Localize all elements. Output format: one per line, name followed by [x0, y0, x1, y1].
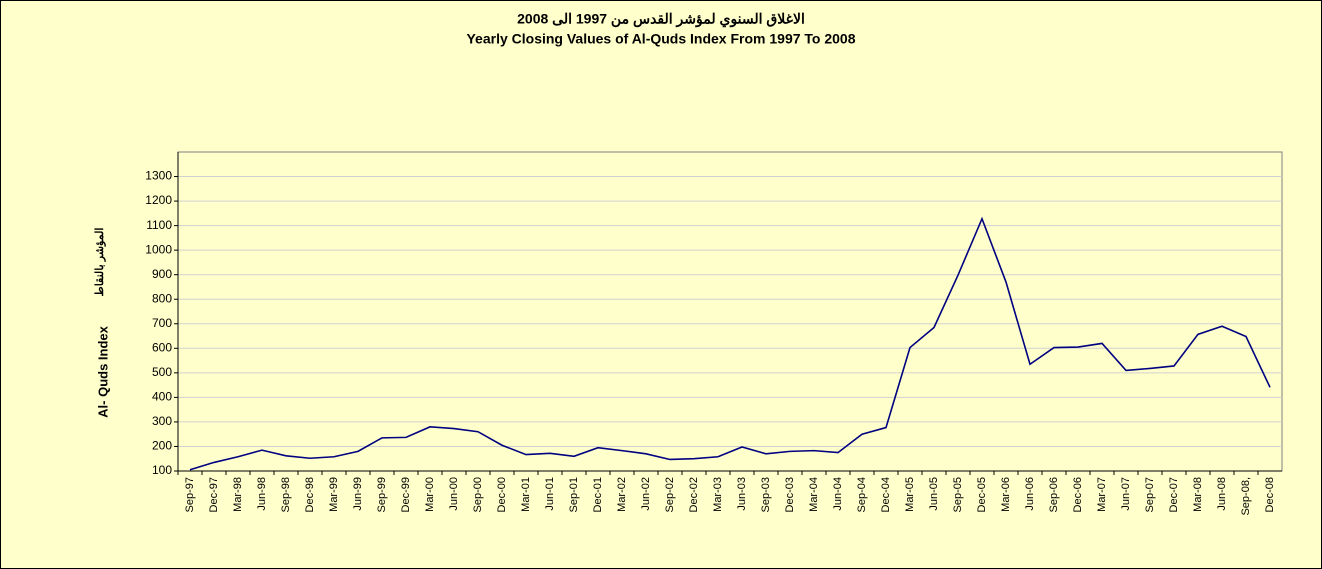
plot-area: [177, 151, 1283, 472]
y-tick-label: 1000: [145, 242, 172, 256]
chart-title: الاغلاق السنوي لمؤشر القدس من 1997 الى 2…: [517, 11, 805, 28]
y-tick-label: 200: [152, 439, 172, 453]
x-tick-label: Jun-99: [352, 477, 364, 511]
y-tick-label: 800: [152, 291, 172, 305]
x-tick-label: Sep-98: [280, 477, 292, 512]
x-tick-label: Dec-00: [496, 477, 508, 512]
x-tick-label: Sep-99: [376, 477, 388, 512]
x-tick-label: Jun-03: [736, 477, 748, 511]
x-tick-label: Dec-06: [1072, 477, 1084, 512]
x-tick-label: Mar-02: [616, 477, 628, 512]
x-tick-label: Dec-99: [400, 477, 412, 512]
x-tick-label: Dec-05: [976, 477, 988, 512]
x-tick-label: Dec-07: [1168, 477, 1180, 512]
x-tick-label: Sep-08,: [1240, 477, 1252, 516]
y-tick-label: 1200: [145, 193, 172, 207]
y-tick-label: 600: [152, 340, 172, 354]
x-tick-label: Sep-01: [568, 477, 580, 512]
x-tick-label: Jun-01: [544, 477, 556, 511]
y-tick-label: 500: [152, 365, 172, 379]
x-tick-label: Mar-08: [1192, 477, 1204, 512]
chart-subtitle: Yearly Closing Values of Al-Quds Index F…: [466, 31, 855, 47]
x-tick-label: Jun-02: [640, 477, 652, 511]
x-tick-label: Sep-97: [184, 477, 196, 512]
x-tick-label: Dec-01: [592, 477, 604, 512]
x-tick-label: Jun-04: [832, 477, 844, 511]
x-tick-label: Sep-04: [856, 477, 868, 512]
series-line: [189, 216, 1271, 471]
y-tick-label: 100: [152, 463, 172, 477]
x-tick-label: Jun-07: [1120, 477, 1132, 511]
x-tick-label: Mar-03: [712, 477, 724, 512]
x-tick-label: Mar-01: [520, 477, 532, 512]
x-tick-label: Sep-06: [1048, 477, 1060, 512]
x-tick-label: Jun-05: [928, 477, 940, 511]
y-axis-label: Al- Quds Index: [95, 325, 110, 418]
y-tick-label: 900: [152, 267, 172, 281]
x-tick-label: Mar-04: [808, 477, 820, 512]
x-tick-label: Dec-02: [688, 477, 700, 512]
x-tick-label: Sep-02: [664, 477, 676, 512]
x-tick-label: Dec-03: [784, 477, 796, 512]
x-tick-label: Dec-08: [1264, 477, 1276, 512]
x-tick-label: Sep-03: [760, 477, 772, 512]
y-tick-label: 300: [152, 414, 172, 428]
x-tick-label: Mar-99: [328, 477, 340, 512]
x-tick-label: Jun-08: [1216, 477, 1228, 511]
y-axis-label-ar: المؤشر بالنقاط: [94, 228, 106, 297]
x-tick-label: Jun-98: [256, 477, 268, 511]
x-tick-label: Mar-00: [424, 477, 436, 512]
x-tick-label: Dec-97: [208, 477, 220, 512]
y-axis-title: Al- Quds Index المؤشر بالنقاط: [94, 228, 111, 418]
x-tick-label: Sep-07: [1144, 477, 1156, 512]
x-tick-label: Mar-07: [1096, 477, 1108, 512]
x-tick-label: Sep-00: [472, 477, 484, 512]
y-tick-label: 1300: [145, 169, 172, 183]
x-tick-label: Mar-06: [1000, 477, 1012, 512]
y-tick-label: 400: [152, 390, 172, 404]
x-tick-label: Mar-98: [232, 477, 244, 512]
y-tick-label: 700: [152, 316, 172, 330]
y-tick-label: 1100: [146, 218, 172, 232]
x-tick-label: Jun-06: [1024, 477, 1036, 511]
x-tick-label: Sep-05: [952, 477, 964, 512]
x-tick-label: Dec-98: [304, 477, 316, 512]
x-tick-label: Mar-05: [904, 477, 916, 512]
x-tick-label: Jun-00: [448, 477, 460, 511]
x-tick-label: Dec-04: [880, 477, 892, 512]
